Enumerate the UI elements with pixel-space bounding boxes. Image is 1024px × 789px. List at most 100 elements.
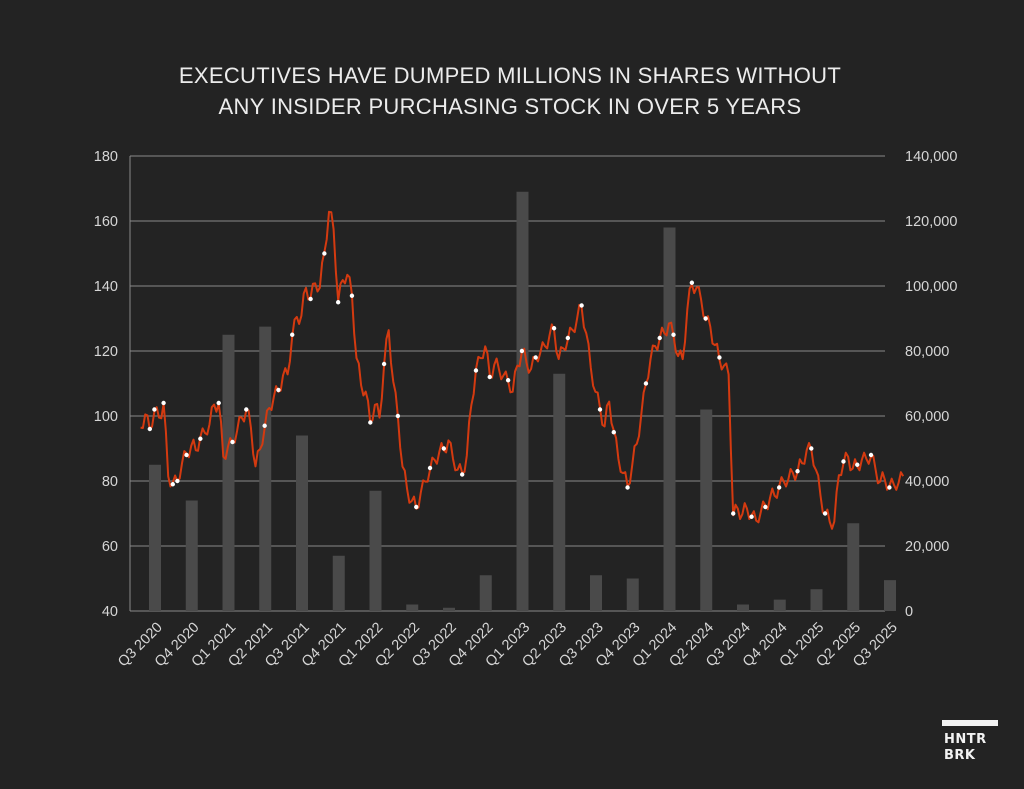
left-tick-label: 60 <box>102 539 118 555</box>
volume-bar <box>810 589 823 611</box>
sale-marker <box>625 485 630 490</box>
volume-bar <box>185 500 198 611</box>
volume-bar <box>149 464 161 611</box>
sale-marker <box>276 387 281 393</box>
sale-marker <box>308 296 313 302</box>
right-tick-label: 20,000 <box>905 539 949 555</box>
sale-marker <box>579 303 584 308</box>
sale-marker <box>855 462 860 467</box>
logo-bar <box>942 720 998 726</box>
volume-bar <box>884 580 896 611</box>
sale-marker <box>597 407 603 412</box>
sale-marker <box>459 472 465 477</box>
sale-marker <box>689 280 695 285</box>
left-axis-ticks: 180 160 140 120 100 80 60 40 <box>94 149 118 620</box>
right-tick-label: 40,000 <box>905 474 949 490</box>
sale-marker <box>519 348 525 354</box>
sale-marker <box>841 459 846 464</box>
right-tick-label: 120,000 <box>905 214 957 230</box>
left-tick-label: 140 <box>94 279 118 295</box>
volume-bar <box>700 409 713 611</box>
volume-bar <box>516 191 529 611</box>
sale-marker <box>184 452 189 458</box>
right-tick-label: 60,000 <box>905 409 949 425</box>
right-axis-ticks: 140,000 120,000 100,000 80,000 60,000 40,000 2… <box>905 149 957 620</box>
sale-marker <box>335 300 341 305</box>
left-tick-label: 100 <box>94 409 118 425</box>
chart-title-line-2: ANY INSIDER PURCHASING STOCK IN OVER 5 Y… <box>219 94 802 119</box>
sale-marker <box>749 514 754 519</box>
sale-marker <box>175 478 180 484</box>
sale-marker <box>427 465 433 471</box>
left-tick-label: 120 <box>94 344 118 360</box>
right-tick-label: 80,000 <box>905 344 949 360</box>
right-tick-label: 0 <box>905 604 913 620</box>
sale-marker <box>322 251 327 256</box>
sale-marker <box>717 355 722 360</box>
volume-bar <box>847 523 860 611</box>
sale-marker <box>657 335 662 341</box>
sale-marker <box>395 413 401 419</box>
brand-logo: HNTR BRK <box>942 720 1000 770</box>
logo-line-1: HNTR <box>944 732 987 747</box>
sale-marker <box>147 426 153 432</box>
left-tick-label: 160 <box>94 214 118 230</box>
volume-bar <box>443 607 455 611</box>
volume-bar <box>663 227 676 611</box>
volume-bar <box>553 373 566 611</box>
sale-markers <box>147 251 892 519</box>
sale-marker <box>230 439 235 445</box>
sale-marker <box>349 293 355 298</box>
volume-bar <box>332 555 345 611</box>
chart-title-line-1: EXECUTIVES HAVE DUMPED MILLIONS IN SHARE… <box>179 63 841 88</box>
sale-marker <box>731 511 736 516</box>
sale-marker <box>368 420 373 425</box>
right-tick-label: 100,000 <box>905 279 957 295</box>
sale-marker <box>809 446 814 451</box>
volume-bar <box>590 575 602 611</box>
volume-bar <box>406 604 419 611</box>
sale-marker <box>473 368 479 373</box>
volume-bar <box>626 578 639 611</box>
sale-marker <box>441 446 447 451</box>
sale-marker <box>161 400 166 406</box>
sale-marker <box>170 482 175 487</box>
sale-marker <box>643 381 649 386</box>
sale-marker <box>505 378 511 383</box>
sale-marker <box>533 355 538 360</box>
volume-bar <box>479 575 492 611</box>
sale-marker <box>290 332 295 337</box>
sale-marker <box>565 335 571 341</box>
sale-marker <box>216 400 221 406</box>
left-tick-label: 180 <box>94 149 118 165</box>
sale-marker <box>487 374 492 380</box>
sale-marker <box>381 361 387 367</box>
sale-marker <box>703 316 708 321</box>
sale-marker <box>763 504 768 510</box>
sale-marker <box>795 469 800 474</box>
right-tick-label: 140,000 <box>905 149 957 165</box>
sale-marker <box>551 326 557 331</box>
sale-marker <box>198 436 203 441</box>
volume-bar <box>259 326 272 611</box>
sale-marker <box>244 407 249 412</box>
sale-marker <box>868 452 874 458</box>
volume-bar <box>369 490 382 611</box>
sale-marker <box>776 485 782 490</box>
sale-marker <box>152 407 157 412</box>
volume-bars <box>149 191 896 611</box>
logo-line-2: BRK <box>944 748 976 763</box>
sale-marker <box>671 332 676 337</box>
sale-marker <box>262 423 267 428</box>
sale-marker <box>611 430 616 435</box>
sale-marker <box>822 511 828 516</box>
volume-bar <box>222 334 235 611</box>
gridlines <box>129 155 885 612</box>
volume-bar <box>737 604 749 611</box>
volume-bar <box>773 599 786 611</box>
left-tick-label: 40 <box>102 604 118 620</box>
left-tick-label: 80 <box>102 474 118 490</box>
sale-marker <box>887 485 892 490</box>
